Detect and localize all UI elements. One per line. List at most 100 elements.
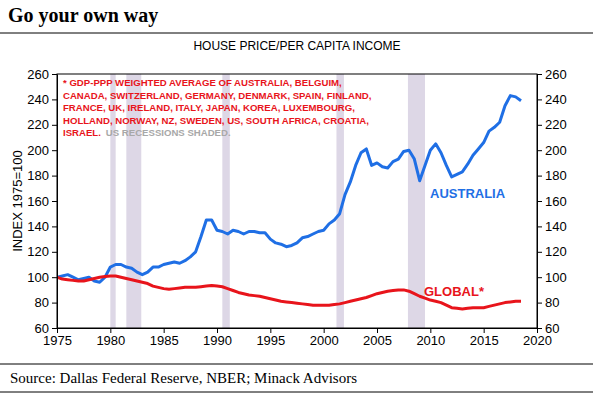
tick-label: 200	[545, 143, 567, 158]
tick-mark	[52, 277, 57, 278]
series-line	[57, 276, 521, 309]
tick: 120	[27, 244, 57, 259]
tick: 260	[537, 67, 567, 82]
tick: 240	[27, 92, 57, 107]
tick-label: 220	[545, 117, 567, 132]
tick: 2000	[310, 328, 339, 348]
tick-label: 140	[27, 219, 49, 234]
series-label: AUSTRALIA	[430, 186, 506, 201]
tick-label: 180	[27, 168, 49, 183]
source: Source: Dallas Federal Reserve, NBER; Mi…	[10, 370, 357, 386]
tick-label: 260	[27, 67, 49, 82]
annotation: HOLLAND, NORWAY, NZ, SWEDEN, US, SOUTH A…	[63, 115, 369, 126]
tick: 80	[537, 295, 559, 310]
recession-note: US RECESSIONS SHADED.	[106, 127, 231, 138]
tick-label: 240	[27, 92, 49, 107]
tick: 60	[35, 321, 57, 336]
tick: 260	[27, 67, 57, 82]
tick-mark	[537, 226, 542, 227]
annotation: * GDP-PPP WEIGHTED AVERAGE OF AUSTRALIA,…	[63, 77, 342, 88]
y-axis-title: INDEX 1975=100	[10, 150, 25, 252]
tick: 220	[537, 117, 567, 132]
tick: 80	[35, 295, 57, 310]
tick-mark	[537, 201, 542, 202]
tick: 220	[27, 117, 57, 132]
series-label: GLOBAL*	[424, 284, 485, 299]
series-line	[57, 96, 521, 283]
tick-label: 60	[35, 321, 49, 336]
tick-label: 1995	[256, 333, 285, 348]
tick: 1985	[150, 328, 179, 348]
tick-mark	[52, 74, 57, 75]
tick: 160	[537, 194, 567, 209]
annotation-line: HOLLAND, NORWAY, NZ, SWEDEN, US, SOUTH A…	[63, 115, 369, 126]
tick-label: 160	[27, 194, 49, 209]
source-rule	[0, 364, 593, 365]
plot-area	[57, 74, 521, 328]
tick: 60	[537, 321, 559, 336]
tick: 240	[537, 92, 567, 107]
tick: 1980	[96, 328, 125, 348]
plot-frame	[57, 74, 537, 328]
tick: 1995	[256, 328, 285, 348]
tick: 200	[537, 143, 567, 158]
tick: 120	[537, 244, 567, 259]
tick-mark	[537, 277, 542, 278]
recession-band	[408, 74, 425, 328]
title-rule	[0, 33, 593, 34]
tick-mark	[537, 125, 542, 126]
tick-label: 220	[27, 117, 49, 132]
tick-mark	[52, 303, 57, 304]
tick-label: 60	[545, 321, 559, 336]
x-axis: 1975198019851990199520002005201020152020	[43, 328, 552, 348]
tick-label: 1985	[150, 333, 179, 348]
tick-mark	[537, 150, 542, 151]
tick-label: 1990	[203, 333, 232, 348]
tick-mark	[52, 226, 57, 227]
tick-label: 180	[545, 168, 567, 183]
tick: 100	[537, 270, 567, 285]
title: Go your own way	[8, 4, 158, 27]
tick: 1990	[203, 328, 232, 348]
tick-label: 120	[545, 244, 567, 259]
source-rule	[0, 392, 593, 393]
annotation: FRANCE, UK, IRELAND, ITALY, JAPAN, KOREA…	[63, 102, 355, 113]
tick-label: 80	[35, 295, 49, 310]
y2-axis: 60 80 100 120 140 160 180 200 220 240 260	[537, 67, 567, 336]
tick: 180	[537, 168, 567, 183]
tick: 200	[27, 143, 57, 158]
tick-label: 2000	[310, 333, 339, 348]
tick-label: 2010	[416, 333, 445, 348]
annotation-line: * GDP-PPP WEIGHTED AVERAGE OF AUSTRALIA,…	[63, 77, 342, 88]
tick-mark	[537, 99, 542, 100]
tick: 180	[27, 168, 57, 183]
tick-label: 120	[27, 244, 49, 259]
tick-label: 100	[545, 270, 567, 285]
annotation: ISRAEL.US RECESSIONS SHADED.	[63, 127, 231, 138]
y-axis: 60 80 100 120 140 160 180 200 220 240 260	[27, 67, 57, 336]
tick-mark	[52, 125, 57, 126]
tick-mark	[52, 252, 57, 253]
tick: 2015	[470, 328, 499, 348]
tick-mark	[537, 176, 542, 177]
tick-label: 140	[545, 219, 567, 234]
tick-mark	[52, 99, 57, 100]
tick: 140	[27, 219, 57, 234]
annotation: CANADA, SWITZERLAND, GERMANY, DENMARK, S…	[63, 90, 372, 101]
tick-label: 240	[545, 92, 567, 107]
tick-mark	[537, 252, 542, 253]
tick-mark	[537, 74, 542, 75]
tick: 100	[27, 270, 57, 285]
axis-line	[57, 75, 58, 329]
tick: 2010	[416, 328, 445, 348]
chart: Go your own wayHOUSE PRICE/PER CAPITA IN…	[0, 0, 593, 394]
tick-mark	[52, 328, 57, 329]
tick-label: 200	[27, 143, 49, 158]
tick: 160	[27, 194, 57, 209]
tick: 2005	[363, 328, 392, 348]
tick-label: 1980	[96, 333, 125, 348]
tick-mark	[52, 201, 57, 202]
tick-mark	[52, 176, 57, 177]
tick-mark	[537, 328, 542, 329]
tick-label: 2005	[363, 333, 392, 348]
